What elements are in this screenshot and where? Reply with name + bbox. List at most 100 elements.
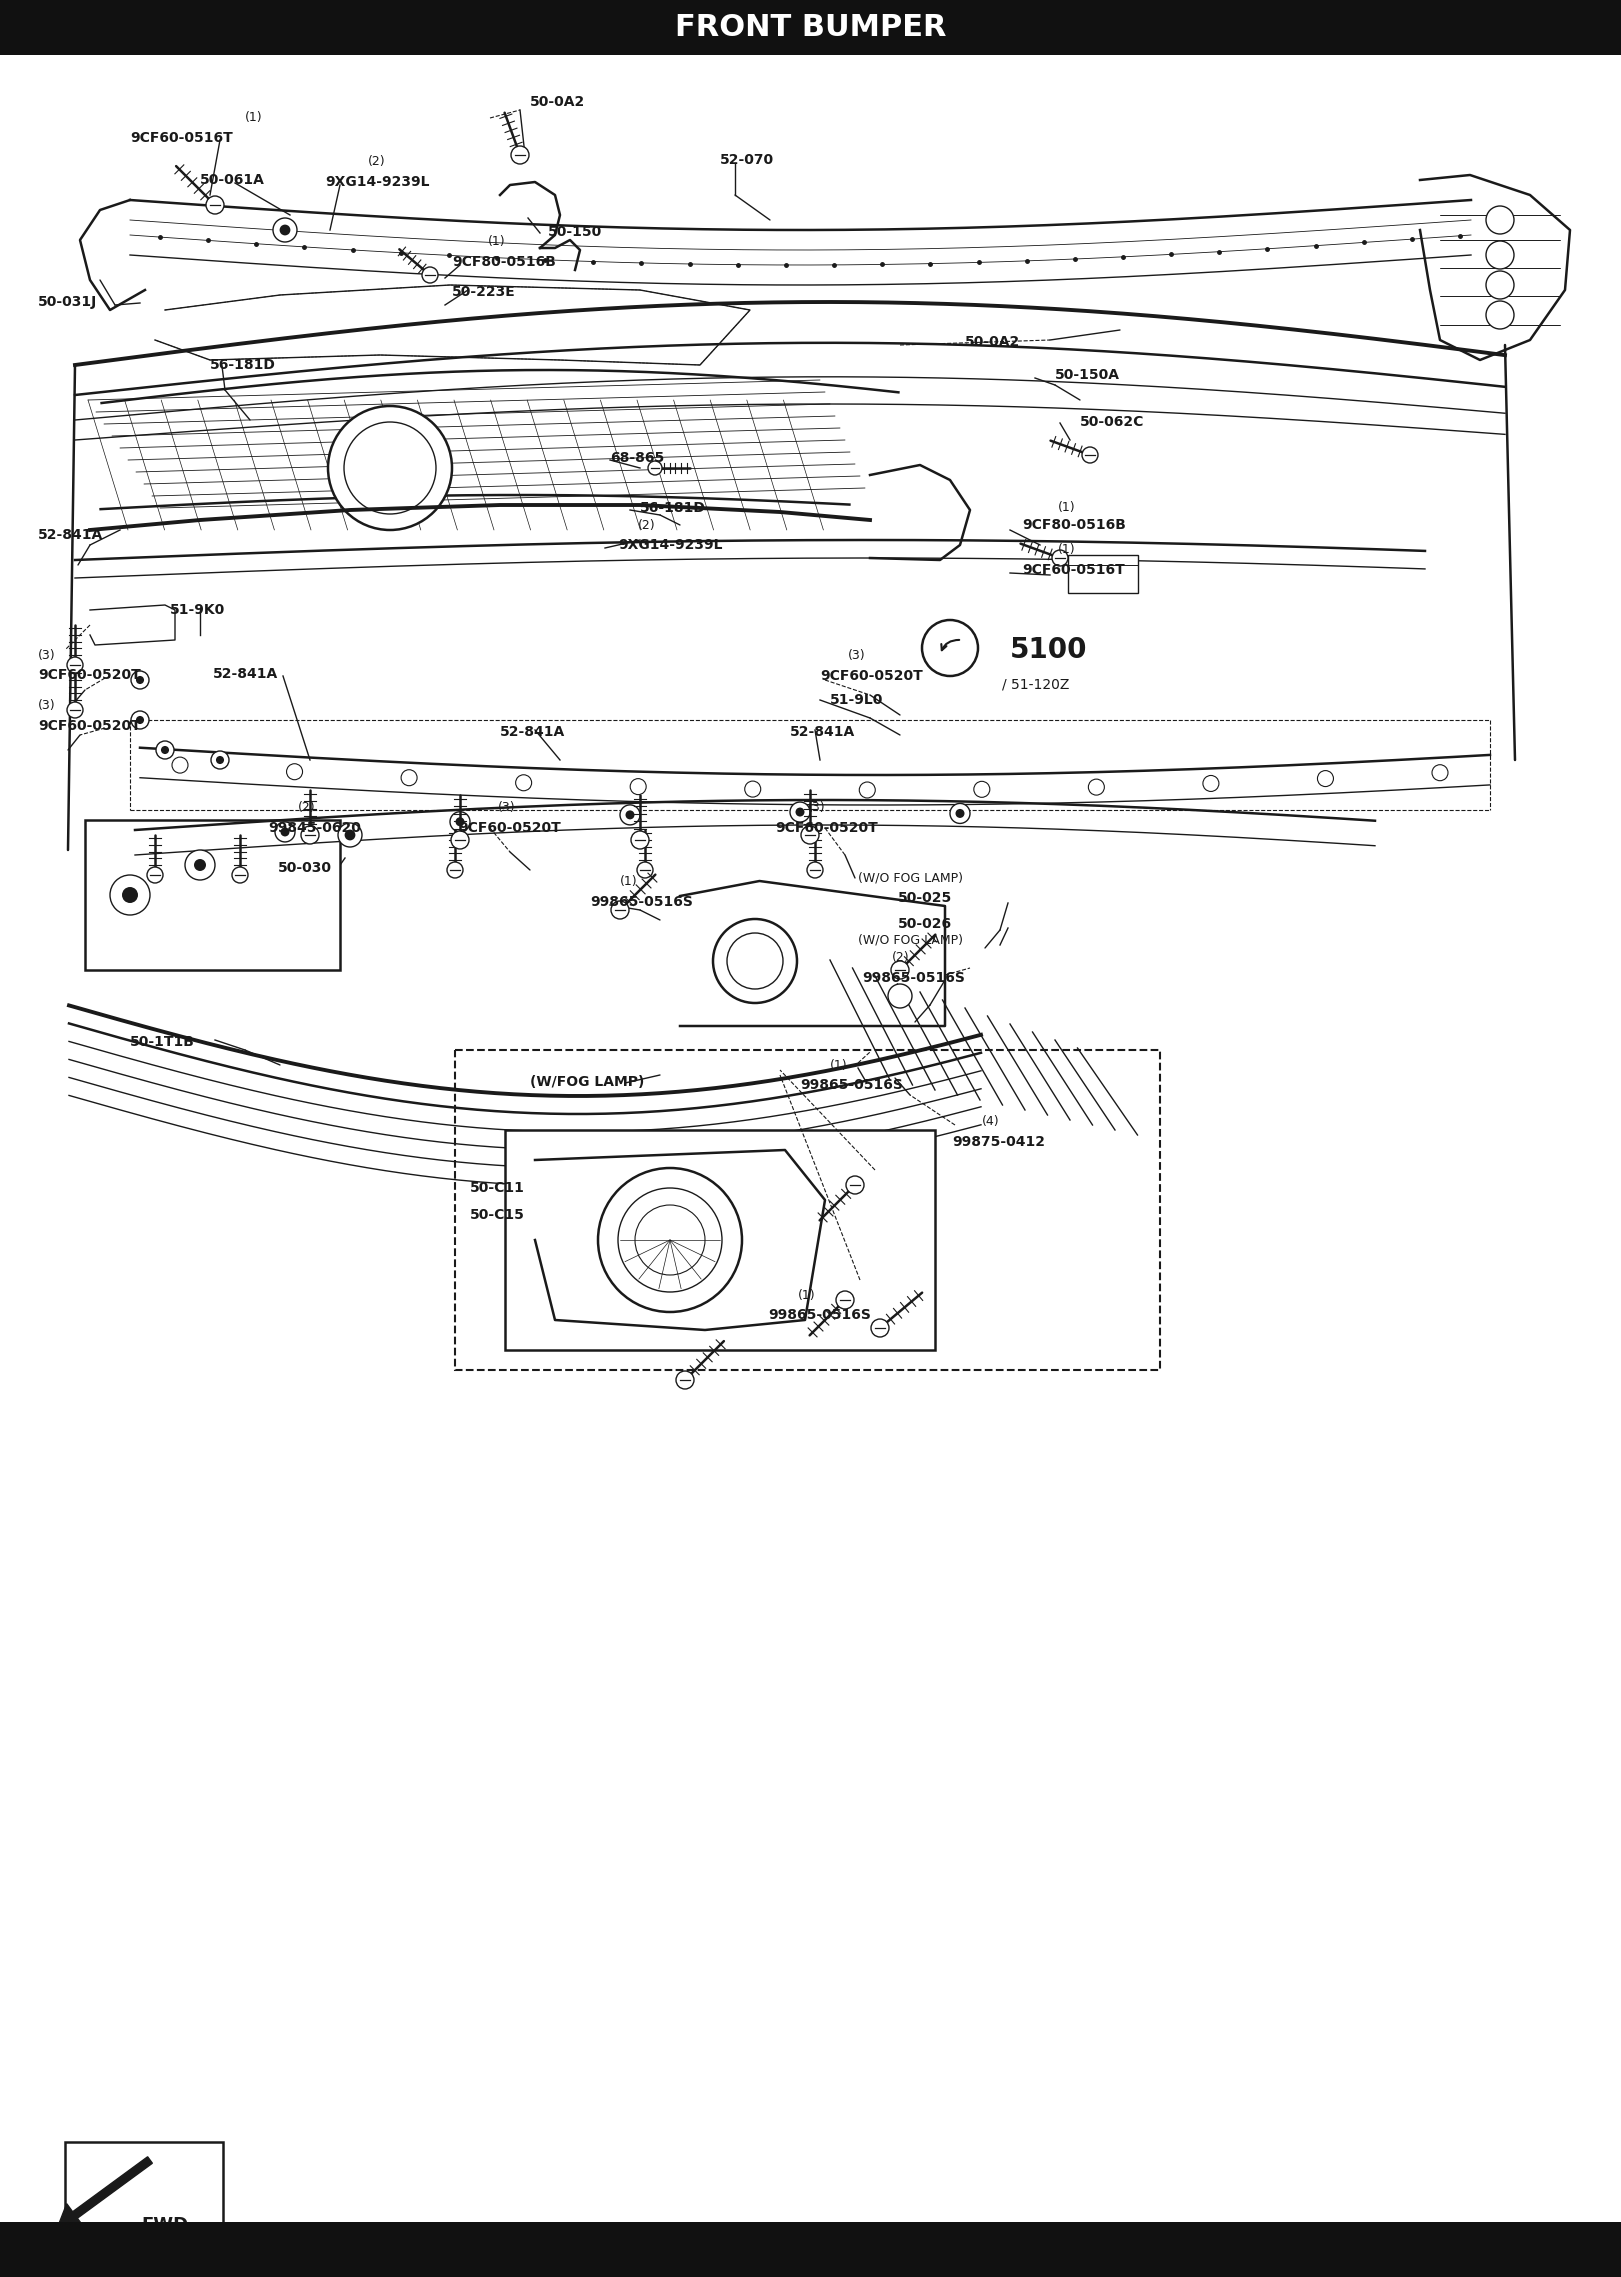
Text: (3): (3) (37, 649, 55, 663)
Circle shape (836, 1291, 854, 1309)
Circle shape (1486, 241, 1514, 269)
Circle shape (280, 827, 290, 836)
Text: 99875-0412: 99875-0412 (952, 1134, 1046, 1150)
Text: 9XG14-9239L: 9XG14-9239L (324, 175, 430, 189)
Text: 99865-0516S: 99865-0516S (801, 1077, 903, 1093)
Circle shape (456, 817, 465, 827)
Text: 9XG14-9239L: 9XG14-9239L (618, 537, 723, 551)
Circle shape (789, 802, 810, 822)
Circle shape (131, 672, 149, 690)
Circle shape (421, 266, 438, 282)
Circle shape (598, 1168, 742, 1312)
Text: 56-181D: 56-181D (640, 501, 705, 515)
Circle shape (216, 756, 224, 765)
Circle shape (922, 619, 977, 676)
Text: 50-223E: 50-223E (452, 285, 515, 298)
Circle shape (110, 874, 151, 915)
Circle shape (744, 781, 760, 797)
Text: FRONT BUMPER: FRONT BUMPER (674, 14, 947, 41)
Circle shape (892, 961, 909, 979)
Circle shape (631, 779, 647, 795)
Circle shape (122, 888, 138, 904)
Circle shape (801, 827, 819, 845)
Bar (65, 2143, 224, 2250)
Circle shape (66, 658, 83, 674)
Bar (0, 2222, 1621, 2277)
Text: 9CF80-0516B: 9CF80-0516B (452, 255, 556, 269)
Text: 5100: 5100 (1010, 635, 1088, 665)
Text: 50-026: 50-026 (898, 918, 952, 931)
Bar (506, 1129, 935, 1350)
Circle shape (287, 763, 303, 779)
FancyArrow shape (57, 2156, 152, 2227)
Text: (2): (2) (368, 155, 386, 168)
Circle shape (400, 770, 417, 786)
Circle shape (160, 747, 169, 754)
Circle shape (1318, 770, 1334, 786)
Circle shape (807, 863, 823, 879)
Text: 52-841A: 52-841A (37, 528, 104, 542)
Text: (2): (2) (639, 519, 655, 531)
Text: 50-1T1B: 50-1T1B (130, 1036, 195, 1050)
Text: (1): (1) (798, 1289, 815, 1302)
Circle shape (206, 196, 224, 214)
Circle shape (1088, 779, 1104, 795)
Circle shape (1203, 776, 1219, 792)
Text: 50-150: 50-150 (548, 225, 603, 239)
Circle shape (648, 460, 661, 476)
Circle shape (626, 811, 634, 820)
Circle shape (631, 831, 648, 849)
Circle shape (211, 751, 229, 770)
Text: 50-030: 50-030 (277, 861, 332, 874)
Text: (4): (4) (982, 1116, 1000, 1129)
Circle shape (515, 774, 532, 790)
Text: (3): (3) (807, 802, 825, 815)
Text: 52-841A: 52-841A (212, 667, 279, 681)
Text: 9CF60-0516T: 9CF60-0516T (130, 132, 233, 146)
Circle shape (637, 863, 653, 879)
Text: 50-025: 50-025 (898, 890, 952, 904)
Text: 50-0A2: 50-0A2 (964, 335, 1020, 348)
Circle shape (136, 676, 144, 683)
Text: 50-061A: 50-061A (199, 173, 264, 187)
Bar (1068, 556, 1138, 592)
Circle shape (136, 715, 144, 724)
Text: 52-841A: 52-841A (499, 724, 566, 740)
Circle shape (451, 811, 470, 831)
Circle shape (950, 804, 969, 824)
Circle shape (1486, 271, 1514, 298)
Circle shape (345, 829, 355, 840)
Circle shape (327, 405, 452, 531)
Text: 50-0A2: 50-0A2 (530, 96, 585, 109)
Text: (1): (1) (830, 1059, 848, 1072)
Circle shape (148, 868, 164, 883)
Text: 99845-0620: 99845-0620 (267, 822, 361, 836)
Circle shape (955, 808, 964, 817)
Text: FWD: FWD (141, 2216, 188, 2234)
Circle shape (619, 804, 640, 824)
Circle shape (185, 849, 216, 879)
Text: (1): (1) (619, 874, 637, 888)
Circle shape (232, 868, 248, 883)
Circle shape (974, 781, 990, 797)
Text: (W/O FOG LAMP): (W/O FOG LAMP) (858, 934, 963, 947)
Text: 9CF60-0520T: 9CF60-0520T (37, 720, 141, 733)
Circle shape (1081, 446, 1097, 462)
Text: 51-9L0: 51-9L0 (830, 692, 883, 706)
Circle shape (859, 781, 875, 797)
Circle shape (611, 902, 629, 920)
Text: 9CF60-0520T: 9CF60-0520T (775, 822, 877, 836)
Circle shape (888, 984, 913, 1009)
Text: (2): (2) (892, 952, 909, 965)
Circle shape (339, 822, 361, 847)
Text: 52-841A: 52-841A (789, 724, 856, 740)
Text: 9CF60-0520T: 9CF60-0520T (37, 667, 141, 683)
Bar (0, 0, 1621, 55)
Text: (1): (1) (488, 235, 506, 248)
Text: / 51-120Z: / 51-120Z (1002, 679, 1070, 692)
Text: 56-181D: 56-181D (211, 357, 276, 371)
Text: 50-031J: 50-031J (37, 296, 97, 310)
Circle shape (511, 146, 528, 164)
Text: 51-9K0: 51-9K0 (170, 603, 225, 617)
Text: 99865-0516S: 99865-0516S (590, 895, 692, 909)
